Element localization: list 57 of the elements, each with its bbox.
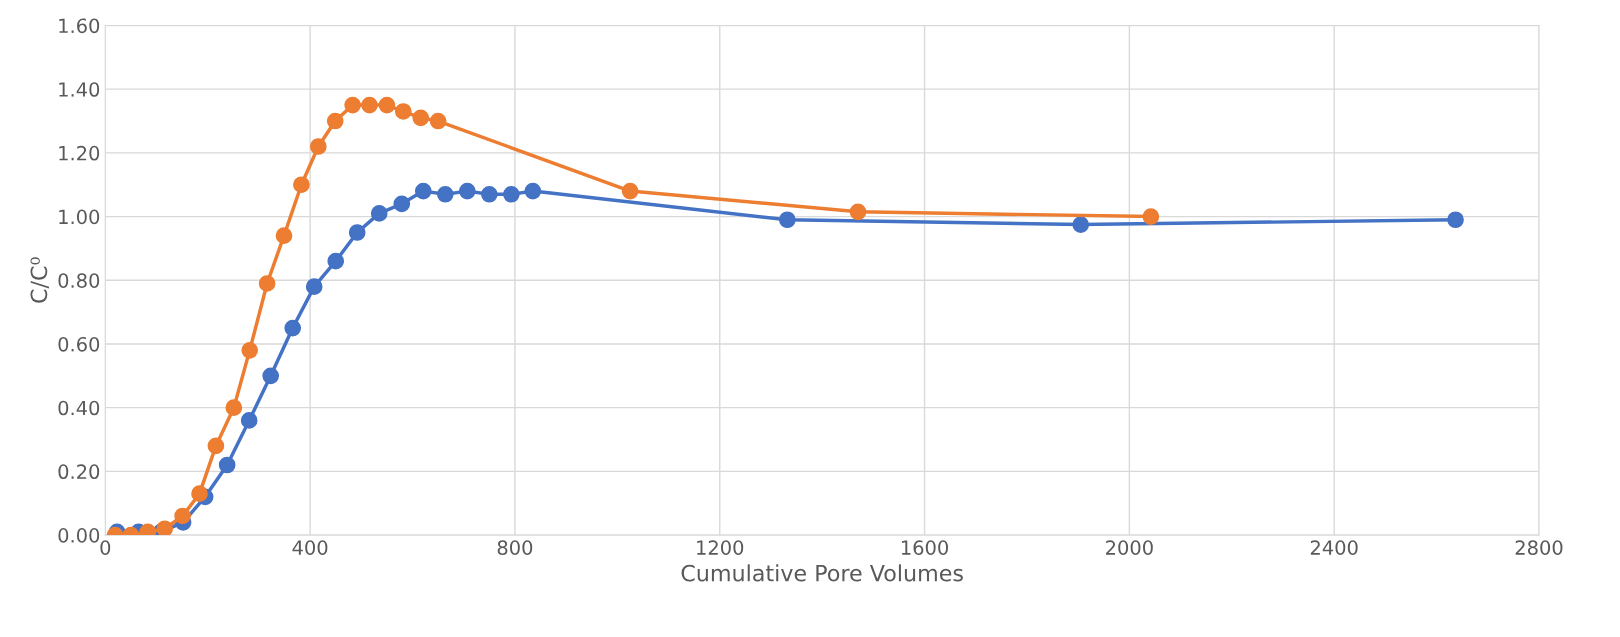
x-tick-label: 1200 xyxy=(697,540,744,555)
x-tick-label: 400 xyxy=(292,540,328,555)
point xyxy=(174,507,191,525)
x-tick-label: 800 xyxy=(497,540,533,555)
point xyxy=(327,252,345,270)
point xyxy=(503,185,520,203)
point xyxy=(1142,208,1160,225)
point xyxy=(258,275,276,292)
y-axis-title: C/C⁰ xyxy=(30,257,50,303)
y-tick-label: 0.20 xyxy=(58,464,100,480)
y-tick-label: 1.40 xyxy=(59,82,100,97)
point xyxy=(778,211,796,229)
point xyxy=(436,185,454,203)
point xyxy=(1447,211,1464,229)
point xyxy=(262,367,280,385)
point xyxy=(207,437,225,455)
x-tick-label: 0 xyxy=(100,540,111,555)
y-tick-label: 0.60 xyxy=(58,336,100,352)
x-tick-label: 2000 xyxy=(1106,540,1153,555)
x-tick-label: 2800 xyxy=(1515,540,1563,555)
point xyxy=(378,96,396,114)
point xyxy=(275,227,293,245)
y-tick-label: 1.60 xyxy=(59,18,100,34)
point xyxy=(524,182,542,200)
point xyxy=(370,205,388,222)
x-tick-label: 1600 xyxy=(901,540,949,555)
point xyxy=(309,138,327,155)
point xyxy=(394,103,412,120)
point xyxy=(1072,216,1090,233)
point xyxy=(480,185,498,203)
point xyxy=(156,520,174,536)
point xyxy=(412,109,430,127)
y-tick-label: 0.40 xyxy=(58,400,100,416)
point xyxy=(849,203,867,221)
point xyxy=(305,278,323,295)
y-tick-label: 1.20 xyxy=(59,145,100,161)
x-tick-label: 2400 xyxy=(1310,540,1358,555)
y-tick-label: 0.80 xyxy=(58,273,100,288)
point xyxy=(429,112,447,130)
point xyxy=(393,195,411,213)
point xyxy=(241,342,259,359)
point xyxy=(191,485,208,503)
point xyxy=(414,182,432,200)
point xyxy=(348,224,366,241)
point xyxy=(361,96,378,114)
point xyxy=(293,176,310,194)
x-axis-title: Cumulative Pore Volumes xyxy=(681,564,963,582)
point xyxy=(218,456,236,474)
point xyxy=(284,319,302,337)
point xyxy=(621,182,639,200)
point xyxy=(344,96,361,114)
y-tick-label: 0.00 xyxy=(58,528,100,543)
point xyxy=(225,399,243,417)
point xyxy=(240,412,258,429)
point xyxy=(458,182,476,200)
point xyxy=(326,112,344,130)
y-tick-label: 1.00 xyxy=(59,209,100,225)
